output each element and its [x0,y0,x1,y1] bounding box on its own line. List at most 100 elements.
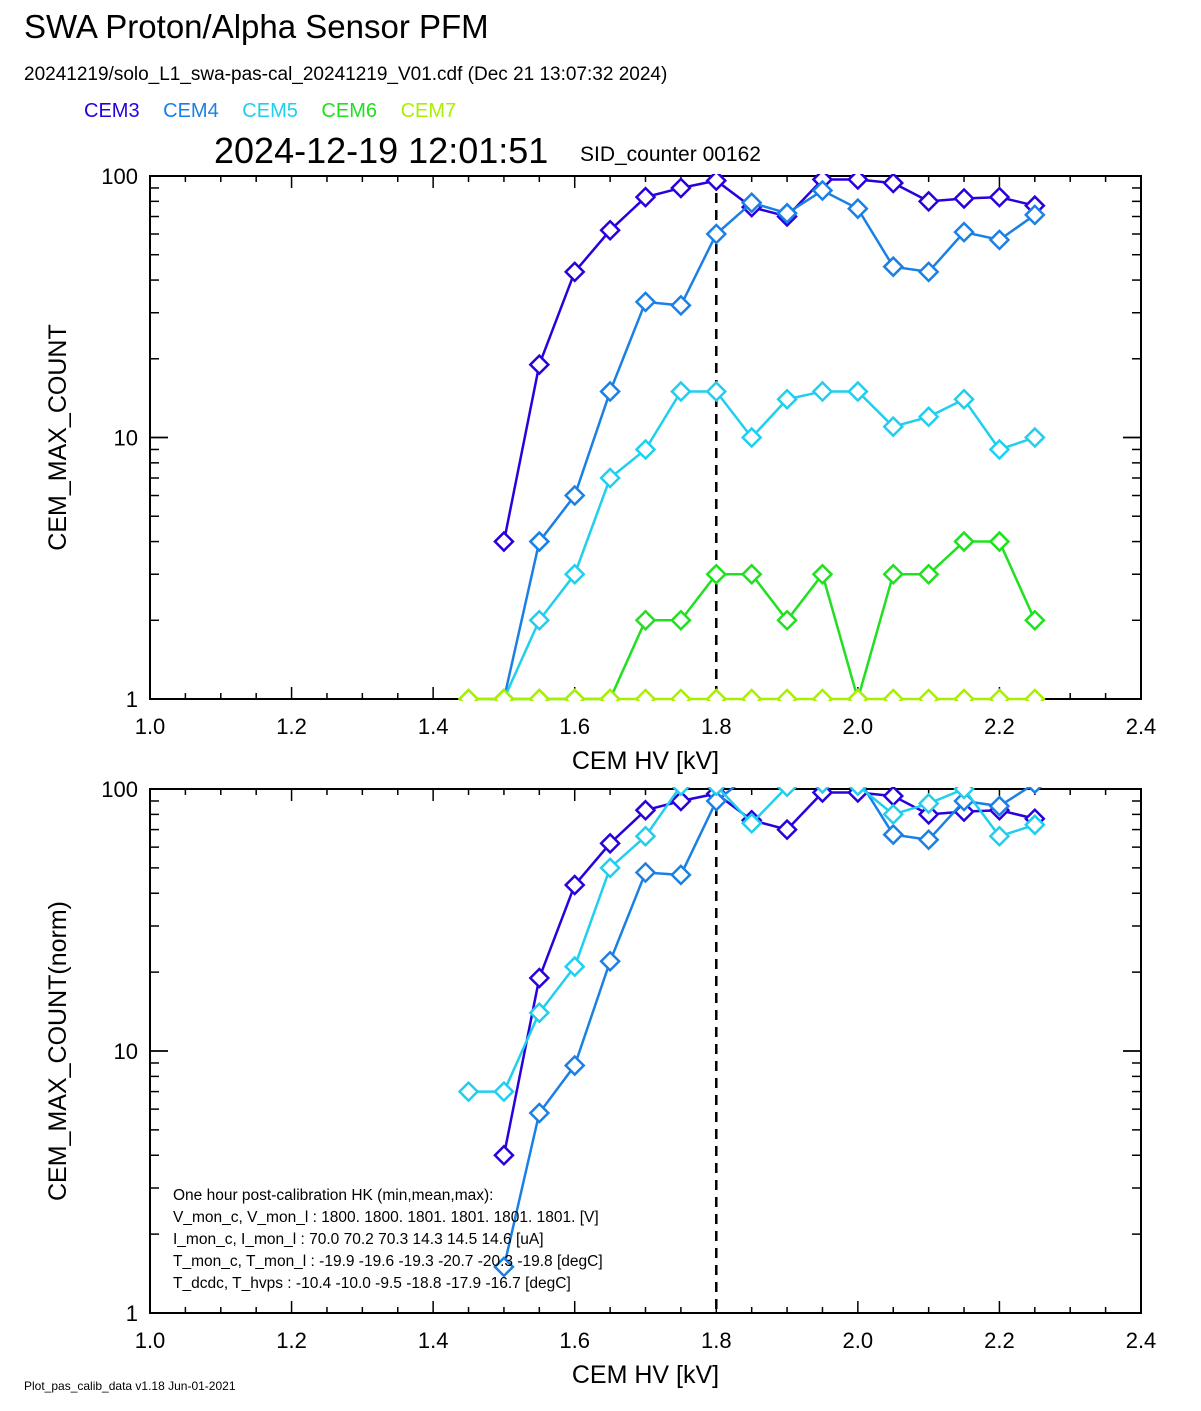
hk-line: T_dcdc, T_hvps : -10.4 -10.0 -9.5 -18.8 … [173,1275,571,1292]
x-tick-label: 2.2 [984,714,1015,739]
data-point-cem3 [847,174,869,191]
x-tick-label: 1.2 [276,1328,307,1353]
data-point-cem4 [634,861,657,884]
y-tick-label: 1 [126,1301,138,1326]
data-point-cem5 [599,857,621,879]
data-point-cem5 [457,1080,480,1103]
hk-line: One hour post-calibration HK (min,mean,m… [173,1187,493,1204]
y-axis-title: CEM_MAX_COUNT(norm) [44,901,72,1201]
data-point-cem6 [634,609,657,632]
data-point-cem5 [528,609,551,632]
data-point-cem4 [776,202,798,225]
data-point-cem5 [953,388,975,411]
data-point-cem3 [528,967,551,989]
data-point-cem3 [670,790,692,812]
data-point-cem4 [988,795,1011,817]
data-point-cem6 [776,609,798,632]
data-point-cem3 [634,799,657,821]
series-group [457,764,1046,1278]
y-tick-label: 10 [114,1039,138,1064]
data-point-cem4 [1027,787,1043,795]
x-tick-label: 1.8 [701,1328,732,1353]
data-point-cem4 [670,864,692,886]
x-tick-label: 1.2 [276,714,307,739]
x-tick-label: 1.0 [135,1328,166,1353]
data-point-cem5 [1024,814,1046,836]
data-point-cem5 [671,787,691,797]
page-title: SWA Proton/Alpha Sensor PFM [24,8,489,45]
data-point-cem5 [847,380,869,403]
hk-line: V_mon_c, V_mon_l : 1800. 1800. 1801. 180… [173,1209,599,1226]
data-point-cem5 [848,787,868,797]
data-point-cem6 [917,563,940,586]
data-point-cem5 [634,825,657,848]
data-point-cem4 [743,764,761,782]
legend-item-cem5: CEM5 [242,100,298,122]
data-point-cem3 [953,187,975,210]
data-point-cem6 [740,563,763,586]
data-point-cem5 [953,787,975,800]
data-point-cem7 [776,688,798,701]
data-point-cem4 [740,192,763,214]
data-point-cem5 [776,388,798,411]
series-line-cem5 [502,390,1036,700]
x-tick-label: 1.0 [135,714,166,739]
hk-text-block: One hour post-calibration HK (min,mean,m… [173,1187,603,1292]
legend-item-cem4: CEM4 [163,100,219,122]
data-point-cem4 [599,950,621,973]
data-point-cem4 [563,1054,586,1077]
data-point-cem4 [882,255,905,278]
data-point-cem5 [882,803,905,826]
data-point-cem5 [599,467,621,489]
x-tick-label: 2.4 [1126,714,1157,739]
data-point-cem5 [815,787,830,795]
data-point-cem4 [493,1256,515,1278]
data-point-cem5 [917,406,940,428]
data-point-cem4 [917,829,940,851]
timestamp: 2024-12-19 12:01:51 [214,130,549,171]
data-point-cem5 [634,438,657,461]
data-point-cem7 [988,688,1011,701]
data-point-cem4 [634,291,657,313]
data-point-cem3 [528,353,551,376]
series-line-cem4 [502,189,1036,700]
data-point-cem5 [776,787,798,798]
series-line-cem4 [502,787,1032,1268]
x-tick-label: 1.8 [701,714,732,739]
data-point-cem3 [811,787,834,804]
data-point-cem6 [705,563,728,586]
data-point-cem7 [670,688,692,701]
data-point-cem6 [988,530,1011,553]
hk-line: T_mon_c, T_mon_l : -19.9 -19.6 -19.3 -20… [173,1253,603,1270]
data-point-cem4 [599,380,621,403]
data-point-cem6 [670,609,692,632]
data-point-cem7 [917,688,940,701]
chart-bottom: 1.0 1.2 1.4 1.6 1.8 2.0 2.2 2.4 1 10 100 CEM HV [kV… [44,764,1156,1389]
data-point-cem5 [563,563,586,586]
data-point-cem4 [917,261,940,283]
x-tick-label: 1.6 [559,1328,590,1353]
data-point-cem5 [563,955,586,978]
data-point-cem3 [776,818,798,841]
data-point-cem4 [988,229,1011,251]
data-point-cem5 [670,380,692,403]
data-point-cem6 [1024,609,1046,632]
file-subtitle: 20241219/solo_L1_swa-pas-cal_20241219_V0… [24,64,668,85]
data-point-cem5 [988,438,1011,461]
data-point-cem4 [855,787,860,789]
data-point-cem4 [847,197,869,220]
data-point-cem7 [705,688,728,701]
y-tick-label: 100 [101,164,138,189]
data-point-cem3 [917,190,940,213]
data-point-cem5 [493,1080,515,1103]
data-point-cem4 [705,223,728,245]
data-point-cem7 [847,688,869,701]
data-point-cem3 [705,174,728,192]
data-point-cem5 [1024,426,1046,449]
data-point-cem3 [882,174,905,194]
x-tick-label: 2.2 [984,1328,1015,1353]
data-point-cem3 [670,177,692,199]
x-tick-label: 2.0 [843,714,874,739]
hk-line: I_mon_c, I_mon_l : 70.0 70.2 70.3 14.3 1… [173,1231,544,1248]
